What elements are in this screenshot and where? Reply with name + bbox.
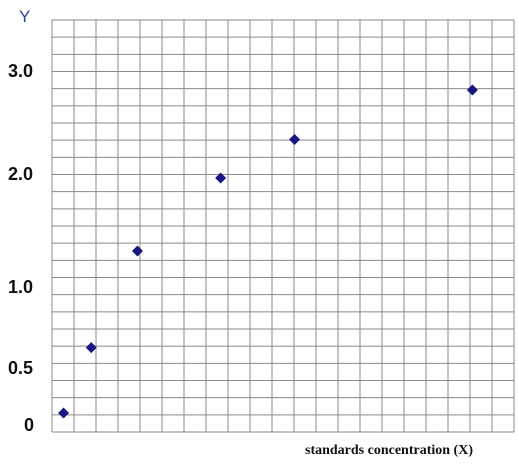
data-point-marker [289,134,301,145]
y-tick-label-0: 0 [24,415,35,435]
y-tick-label-3-0: 3.0 [8,61,34,81]
data-points [58,84,478,419]
data-point-marker [466,84,478,96]
data-point-marker [131,245,143,257]
x-axis-title: standards concentration (X) [305,443,473,458]
y-tick-label-0-5: 0.5 [8,358,34,378]
y-tick-label-2-0: 2.0 [8,164,34,184]
data-point-marker [85,342,97,354]
chart-grid [51,19,515,433]
data-point-marker [215,172,227,184]
data-point-marker [58,407,70,419]
y-tick-label-1-0: 1.0 [8,277,34,297]
y-axis-title: Y [19,7,31,26]
